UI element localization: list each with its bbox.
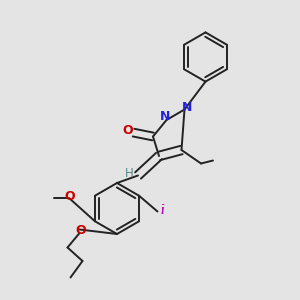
Text: i: i (161, 204, 165, 218)
Text: N: N (182, 100, 193, 114)
Text: O: O (64, 190, 75, 203)
Text: N: N (160, 110, 170, 124)
Text: O: O (76, 224, 86, 238)
Text: O: O (123, 124, 134, 137)
Text: i: i (160, 204, 164, 218)
Text: H: H (124, 167, 134, 180)
